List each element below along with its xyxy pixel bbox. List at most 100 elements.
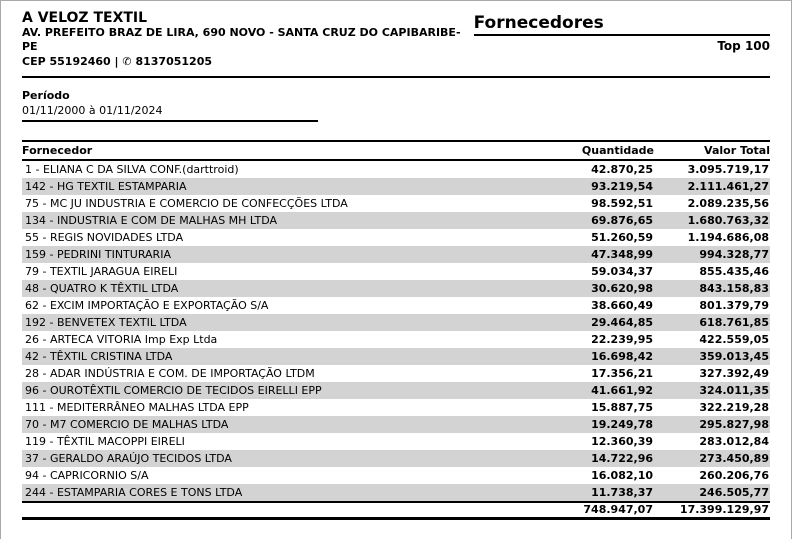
supplier-name: 159 - PEDRINI TINTURARIA — [25, 247, 171, 261]
column-header-quantity: Quantidade — [542, 139, 654, 161]
company-phone: 8137051205 — [135, 54, 213, 68]
supplier-total: 801.379,79 — [699, 298, 769, 312]
company-cep: CEP 55192460 | — [22, 54, 119, 68]
table-row: 79 - TEXTIL JARAGUA EIRELI 59.034,37 855… — [22, 263, 770, 280]
supplier-name: 42 - TÊXTIL CRISTINA LTDA — [25, 349, 173, 363]
supplier-quantity: 22.239,95 — [591, 332, 653, 346]
supplier-name: 96 - OUROTÊXTIL COMERCIO DE TECIDOS EIRE… — [25, 383, 322, 397]
supplier-name: 37 - GERALDO ARAÚJO TECIDOS LTDA — [25, 451, 232, 465]
supplier-total: 2.111.461,27 — [687, 179, 769, 193]
supplier-total: 2.089.235,56 — [687, 196, 769, 210]
supplier-quantity: 17.356,21 — [591, 366, 653, 380]
supplier-quantity: 19.249,78 — [591, 417, 653, 431]
supplier-name: 55 - REGIS NOVIDADES LTDA — [25, 230, 184, 244]
supplier-name: 62 - EXCIM IMPORTAÇÃO E EXPORTAÇÃO S/A — [25, 298, 269, 312]
column-header-supplier: Fornecedor — [22, 139, 542, 161]
suppliers-table: Fornecedor Quantidade Valor Total 1 - EL… — [22, 139, 770, 520]
supplier-quantity: 15.887,75 — [591, 400, 653, 414]
supplier-total: 843.158,83 — [699, 281, 769, 295]
period-value: 01/11/2000 à 01/11/2024 — [22, 104, 318, 122]
supplier-total: 994.328,77 — [699, 247, 769, 261]
report-subtitle: Top 100 — [717, 38, 770, 53]
table-row: 26 - ARTECA VITORIA Imp Exp Ltda 22.239,… — [22, 331, 770, 348]
table-row: 96 - OUROTÊXTIL COMERCIO DE TECIDOS EIRE… — [22, 381, 770, 399]
table-row: 62 - EXCIM IMPORTAÇÃO E EXPORTAÇÃO S/A 3… — [22, 297, 770, 314]
table-row: 192 - BENVETEX TEXTIL LTDA 29.464,85 618… — [22, 313, 770, 331]
supplier-quantity: 29.464,85 — [591, 315, 653, 329]
suppliers-table-footer: 748.947,07 17.399.129,97 — [22, 501, 770, 520]
supplier-quantity: 59.034,37 — [591, 264, 653, 278]
supplier-quantity: 69.876,65 — [591, 213, 653, 227]
table-row: 48 - QUATRO K TÊXTIL LTDA 30.620,98 843.… — [22, 279, 770, 297]
supplier-quantity: 16.698,42 — [591, 349, 653, 363]
supplier-quantity: 16.082,10 — [591, 468, 653, 482]
supplier-total: 359.013,45 — [699, 349, 769, 363]
grand-total-row: 748.947,07 17.399.129,97 — [22, 501, 770, 520]
table-row: 159 - PEDRINI TINTURARIA 47.348,99 994.3… — [22, 245, 770, 263]
supplier-total: 855.435,46 — [699, 264, 769, 278]
supplier-name: 75 - MC JU INDUSTRIA E COMERCIO DE CONFE… — [25, 196, 348, 210]
supplier-total: 618.761,85 — [699, 315, 769, 329]
suppliers-table-header: Fornecedor Quantidade Valor Total — [22, 139, 770, 161]
table-row: 134 - INDUSTRIA E COM DE MALHAS MH LTDA … — [22, 211, 770, 229]
report-title-block: Fornecedores Top 100 — [473, 10, 770, 53]
table-row: 111 - MEDITERRÂNEO MALHAS LTDA EPP 15.88… — [22, 399, 770, 416]
table-row: 119 - TÊXTIL MACOPPI EIRELI 12.360,39 28… — [22, 433, 770, 450]
supplier-total: 324.011,35 — [699, 383, 769, 397]
company-contact-line: CEP 55192460 | ✆ 8137051205 — [22, 55, 474, 69]
report-header: A VELOZ TEXTIL AV. PREFEITO BRAZ DE LIRA… — [22, 10, 770, 78]
table-row: 70 - M7 COMERCIO DE MALHAS LTDA 19.249,7… — [22, 415, 770, 433]
supplier-quantity: 12.360,39 — [591, 434, 653, 448]
supplier-name: 26 - ARTECA VITORIA Imp Exp Ltda — [25, 332, 218, 346]
supplier-total: 273.450,89 — [699, 451, 769, 465]
company-block: A VELOZ TEXTIL AV. PREFEITO BRAZ DE LIRA… — [22, 10, 474, 69]
phone-icon: ✆ — [122, 54, 132, 68]
supplier-quantity: 93.219,54 — [591, 179, 653, 193]
supplier-quantity: 98.592,51 — [591, 196, 653, 210]
supplier-quantity: 11.738,37 — [591, 485, 653, 499]
company-address: AV. PREFEITO BRAZ DE LIRA, 690 NOVO - SA… — [22, 26, 461, 54]
supplier-quantity: 14.722,96 — [591, 451, 653, 465]
supplier-quantity: 51.260,59 — [591, 230, 653, 244]
supplier-total: 327.392,49 — [699, 366, 769, 380]
period-label: Período — [22, 88, 70, 102]
supplier-total: 295.827,98 — [699, 417, 769, 431]
table-row: 55 - REGIS NOVIDADES LTDA 51.260,59 1.19… — [22, 229, 770, 246]
supplier-quantity: 47.348,99 — [591, 247, 653, 261]
table-row: 1 - ELIANA C DA SILVA CONF.(darttroid) 4… — [22, 160, 770, 178]
supplier-name: 48 - QUATRO K TÊXTIL LTDA — [25, 281, 179, 295]
supplier-name: 94 - CAPRICORNIO S/A — [25, 468, 149, 482]
supplier-name: 142 - HG TEXTIL ESTAMPARIA — [25, 179, 187, 193]
supplier-total: 1.194.686,08 — [687, 230, 769, 244]
period-block: Período 01/11/2000 à 01/11/2024 — [22, 89, 770, 122]
supplier-total: 1.680.763,32 — [687, 213, 769, 227]
table-row: 94 - CAPRICORNIO S/A 16.082,10 260.206,7… — [22, 467, 770, 484]
grand-total-spacer — [22, 501, 542, 520]
grand-total-quantity: 748.947,07 — [542, 501, 654, 520]
table-row: 42 - TÊXTIL CRISTINA LTDA 16.698,42 359.… — [22, 347, 770, 365]
supplier-total: 322.219,28 — [699, 400, 769, 414]
page-title: Fornecedores — [473, 14, 770, 36]
supplier-name: 70 - M7 COMERCIO DE MALHAS LTDA — [25, 417, 229, 431]
supplier-quantity: 41.661,92 — [591, 383, 653, 397]
table-row: 75 - MC JU INDUSTRIA E COMERCIO DE CONFE… — [22, 195, 770, 212]
supplier-quantity: 30.620,98 — [591, 281, 653, 295]
supplier-total: 260.206,76 — [699, 468, 769, 482]
supplier-name: 244 - ESTAMPARIA CORES E TONS LTDA — [25, 485, 243, 499]
supplier-total: 283.012,84 — [699, 434, 769, 448]
grand-total-value: 17.399.129,97 — [654, 501, 770, 520]
table-row: 142 - HG TEXTIL ESTAMPARIA 93.219,54 2.1… — [22, 177, 770, 195]
table-row: 37 - GERALDO ARAÚJO TECIDOS LTDA 14.722,… — [22, 449, 770, 467]
supplier-name: 79 - TEXTIL JARAGUA EIRELI — [25, 264, 178, 278]
supplier-total: 246.505,77 — [699, 485, 769, 499]
company-name: A VELOZ TEXTIL — [22, 10, 148, 26]
report-content: A VELOZ TEXTIL AV. PREFEITO BRAZ DE LIRA… — [1, 1, 791, 520]
table-row: 244 - ESTAMPARIA CORES E TONS LTDA 11.73… — [22, 483, 770, 502]
supplier-name: 134 - INDUSTRIA E COM DE MALHAS MH LTDA — [25, 213, 278, 227]
supplier-total: 3.095.719,17 — [687, 162, 769, 176]
column-header-total: Valor Total — [654, 139, 770, 161]
suppliers-table-body: 1 - ELIANA C DA SILVA CONF.(darttroid) 4… — [22, 160, 770, 502]
supplier-total: 422.559,05 — [699, 332, 769, 346]
supplier-name: 28 - ADAR INDÚSTRIA E COM. DE IMPORTAÇÃO… — [25, 366, 315, 380]
